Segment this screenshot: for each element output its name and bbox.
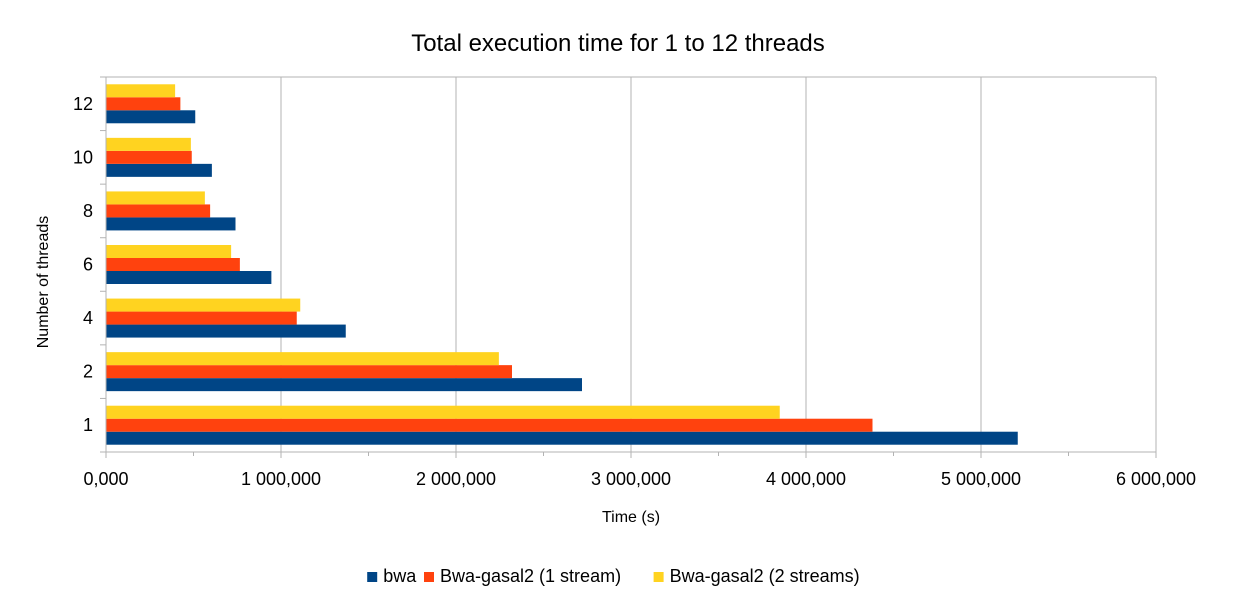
legend-swatch xyxy=(653,572,664,582)
y-tick-label: 8 xyxy=(83,201,93,221)
legend-swatch xyxy=(367,572,378,582)
bars xyxy=(106,84,1018,445)
x-tick-label: 3 000,000 xyxy=(591,469,671,489)
bar-bwa-gasal2-1-stream-4 xyxy=(106,311,297,325)
bar-bwa-gasal2-2-streams-1 xyxy=(106,405,780,419)
bar-bwa-gasal2-1-stream-8 xyxy=(106,204,211,218)
bar-bwa-2 xyxy=(106,378,582,392)
axes xyxy=(100,76,1157,458)
legend-label: bwa xyxy=(383,566,417,586)
bar-bwa-gasal2-1-stream-2 xyxy=(106,365,512,379)
bar-bwa-gasal2-2-streams-12 xyxy=(106,84,176,98)
y-tick-label: 12 xyxy=(73,94,93,114)
gridlines xyxy=(106,76,1157,452)
legend-swatch xyxy=(424,572,434,582)
x-tick-label: 5 000,000 xyxy=(941,469,1021,489)
bar-bwa-gasal2-2-streams-6 xyxy=(106,245,232,258)
bar-bwa-gasal2-1-stream-10 xyxy=(106,150,192,164)
chart-title: Total execution time for 1 to 12 threads xyxy=(411,30,825,57)
bar-bwa-gasal2-1-stream-6 xyxy=(106,258,240,271)
bar-bwa-gasal2-2-streams-4 xyxy=(106,298,301,312)
x-tick-label: 0,000 xyxy=(83,469,128,489)
x-tick-label: 6 000,000 xyxy=(1116,469,1196,489)
bar-bwa-gasal2-1-stream-1 xyxy=(106,418,873,432)
bar-bwa-gasal2-2-streams-8 xyxy=(106,191,205,205)
x-tick-label: 4 000,000 xyxy=(766,469,846,489)
bar-bwa-gasal2-2-streams-2 xyxy=(106,352,499,366)
bar-bwa-4 xyxy=(106,324,346,338)
bar-bwa-10 xyxy=(106,163,212,177)
y-tick-label: 2 xyxy=(83,362,93,382)
y-tick-label: 6 xyxy=(83,255,93,275)
y-axis-label: Number of threads xyxy=(35,216,52,349)
x-tick-label: 2 000,000 xyxy=(416,469,496,489)
y-tick-label: 4 xyxy=(83,308,93,328)
bar-bwa-1 xyxy=(106,431,1018,445)
y-tick-label: 1 xyxy=(83,415,93,435)
legend-label: Bwa-gasal2 (1 stream) xyxy=(440,566,621,586)
bar-bwa-8 xyxy=(106,217,236,231)
x-axis-label: Time (s) xyxy=(602,509,660,526)
x-tick-labels: 0,000 1 000,000 2 000,000 3 000,000 4 000,00… xyxy=(83,469,1196,489)
bar-bwa-gasal2-1-stream-12 xyxy=(106,97,181,111)
y-tick-label: 10 xyxy=(73,147,93,167)
bar-bwa-gasal2-2-streams-10 xyxy=(106,137,191,151)
x-tick-label: 1 000,000 xyxy=(241,469,321,489)
legend: bwa Bwa-gasal2 (1 stream) Bwa-gasal2 (2 st… xyxy=(367,566,860,586)
bar-bwa-12 xyxy=(106,110,196,124)
bar-bwa-6 xyxy=(106,271,272,284)
legend-label: Bwa-gasal2 (2 streams) xyxy=(670,566,860,586)
